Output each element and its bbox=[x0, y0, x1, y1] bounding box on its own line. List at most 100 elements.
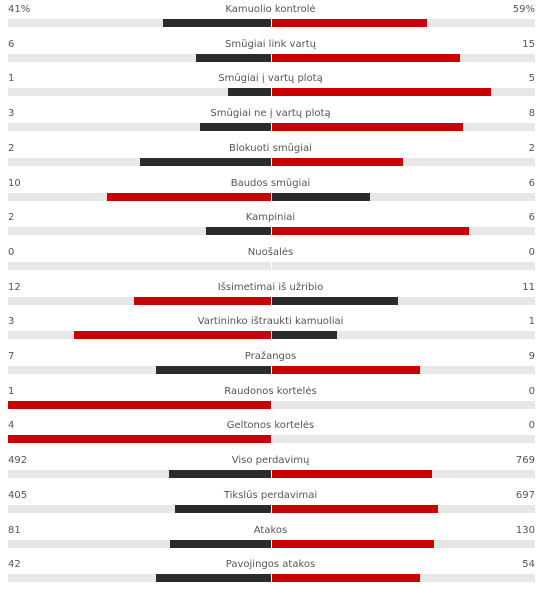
stat-row-kamuolio-kontrole: 41% Kamuolio kontrolė 59% bbox=[0, 3, 541, 33]
stat-right-value: 697 bbox=[515, 489, 535, 501]
stat-bar-divider bbox=[271, 435, 272, 444]
stat-name: Blokuoti smūgiai bbox=[229, 142, 312, 154]
stat-bar-divider bbox=[271, 539, 272, 548]
stat-bar-left bbox=[8, 435, 272, 444]
stat-right-value: 5 bbox=[528, 73, 535, 85]
stat-bar-left bbox=[106, 192, 272, 201]
stat-row-tikslus-perdavimai: 405 Tikslūs perdavimai 697 bbox=[0, 489, 541, 519]
stat-bar-left bbox=[156, 366, 272, 374]
stat-name: Smūgiai link vartų bbox=[225, 38, 316, 50]
stat-bar-divider bbox=[271, 504, 272, 513]
stat-bar-right bbox=[271, 157, 404, 166]
stat-name: Kamuolio kontrolė bbox=[225, 4, 316, 15]
stat-right-value: 59% bbox=[512, 4, 535, 15]
stat-name: Baudos smūgiai bbox=[230, 177, 311, 189]
stat-bar-left bbox=[196, 53, 272, 62]
stat-right-value: 8 bbox=[528, 108, 535, 120]
stat-row-baudos-smugiai: 10 Baudos smūgiai 6 bbox=[0, 177, 541, 207]
stat-left-value: 2 bbox=[8, 142, 15, 154]
stat-row-vartininko-istraukti-kamuoliai: 3 Vartininko ištraukti kamuoliai 1 bbox=[0, 315, 541, 345]
stat-bar-divider bbox=[271, 19, 272, 27]
stat-row-atakos: 81 Atakos 130 bbox=[0, 524, 541, 554]
stat-bar-track bbox=[8, 400, 535, 409]
stat-name: Pavojingos atakos bbox=[225, 559, 316, 571]
stat-bar-divider bbox=[271, 227, 272, 236]
stat-bar-divider bbox=[271, 366, 272, 374]
stat-bar-right bbox=[271, 296, 398, 305]
stat-right-value: 0 bbox=[528, 420, 535, 432]
stat-name: Tikslūs perdavimai bbox=[223, 489, 318, 501]
stat-left-value: 1 bbox=[8, 385, 15, 397]
stat-left-value: 2 bbox=[8, 212, 15, 224]
stat-bar-right bbox=[271, 331, 338, 340]
stat-left-value: 10 bbox=[8, 177, 21, 189]
stat-bar-right bbox=[271, 192, 371, 201]
stat-left-value: 1 bbox=[8, 73, 15, 85]
stat-bar-track bbox=[8, 366, 535, 374]
stat-bar-divider bbox=[271, 574, 272, 583]
stat-bar-divider bbox=[271, 53, 272, 62]
stat-left-value: 41% bbox=[8, 4, 31, 15]
stat-name: Nuošalės bbox=[247, 246, 294, 258]
stat-bar-left bbox=[170, 539, 272, 548]
stat-name: Atakos bbox=[253, 524, 288, 536]
stat-bar-track bbox=[8, 435, 535, 444]
stat-bar-divider bbox=[271, 192, 272, 201]
stat-bar-right bbox=[271, 53, 460, 62]
stat-bar-track bbox=[8, 296, 535, 305]
stat-left-value: 7 bbox=[8, 351, 15, 362]
stat-bar-divider bbox=[271, 296, 272, 305]
stat-bar-track bbox=[8, 123, 535, 132]
stat-bar-divider bbox=[271, 123, 272, 132]
stat-right-value: 6 bbox=[528, 177, 535, 189]
stat-right-value: 15 bbox=[522, 38, 535, 50]
stat-bar-divider bbox=[271, 157, 272, 166]
stat-bar-track bbox=[8, 88, 535, 97]
stat-right-value: 769 bbox=[515, 455, 535, 467]
stat-bar-divider bbox=[271, 400, 272, 409]
stat-bar-track bbox=[8, 539, 535, 548]
stat-left-value: 0 bbox=[8, 246, 15, 258]
stat-name: Geltonos kortelės bbox=[226, 420, 315, 432]
stat-name: Kampiniai bbox=[245, 212, 296, 224]
stat-bar-left bbox=[134, 296, 272, 305]
stat-row-smugiai-ne-i-vartu-plota: 3 Smūgiai ne į vartų plotą 8 bbox=[0, 107, 541, 137]
stat-bar-right bbox=[271, 504, 439, 513]
stat-bar-track bbox=[8, 331, 535, 340]
stat-bar-left bbox=[156, 574, 272, 583]
stat-row-pavojingos-atakos: 42 Pavojingos atakos 54 bbox=[0, 558, 541, 588]
stat-name: Pražangos bbox=[244, 351, 297, 362]
stat-name: Vartininko ištraukti kamuoliai bbox=[197, 316, 344, 328]
stat-row-smugiai-i-vartu-plota: 1 Smūgiai į vartų plotą 5 bbox=[0, 72, 541, 102]
stat-row-geltonos-korteles: 4 Geltonos kortelės 0 bbox=[0, 419, 541, 449]
stat-bar-right bbox=[271, 470, 433, 479]
stat-bar-left bbox=[205, 227, 272, 236]
stat-bar-divider bbox=[271, 261, 272, 270]
stat-left-value: 42 bbox=[8, 559, 21, 571]
stat-bar-right bbox=[271, 227, 470, 236]
stat-right-value: 54 bbox=[522, 559, 535, 571]
stat-left-value: 6 bbox=[8, 38, 15, 50]
stat-name: Raudonos kortelės bbox=[224, 385, 317, 397]
stat-left-value: 405 bbox=[8, 489, 28, 501]
stat-bar-right bbox=[271, 539, 434, 548]
stat-bar-track bbox=[8, 53, 535, 62]
stat-left-value: 4 bbox=[8, 420, 15, 432]
stat-bar-left bbox=[174, 504, 272, 513]
stat-right-value: 0 bbox=[528, 246, 535, 258]
stat-row-nuosales: 0 Nuošalės 0 bbox=[0, 246, 541, 276]
stat-bar-divider bbox=[271, 331, 272, 340]
stat-row-blokuoti-smugiai: 2 Blokuoti smūgiai 2 bbox=[0, 142, 541, 172]
stat-bar-divider bbox=[271, 88, 272, 97]
stat-bar-track bbox=[8, 574, 535, 583]
stat-right-value: 2 bbox=[528, 142, 535, 154]
stat-right-value: 11 bbox=[522, 281, 535, 293]
stat-bar-track bbox=[8, 261, 535, 270]
stat-bar-track bbox=[8, 227, 535, 236]
stat-right-value: 9 bbox=[528, 351, 535, 362]
stat-bar-left bbox=[8, 400, 272, 409]
stat-row-prazangos: 7 Pražangos 9 bbox=[0, 350, 541, 380]
stat-right-value: 1 bbox=[528, 316, 535, 328]
stat-bar-left bbox=[227, 88, 272, 97]
